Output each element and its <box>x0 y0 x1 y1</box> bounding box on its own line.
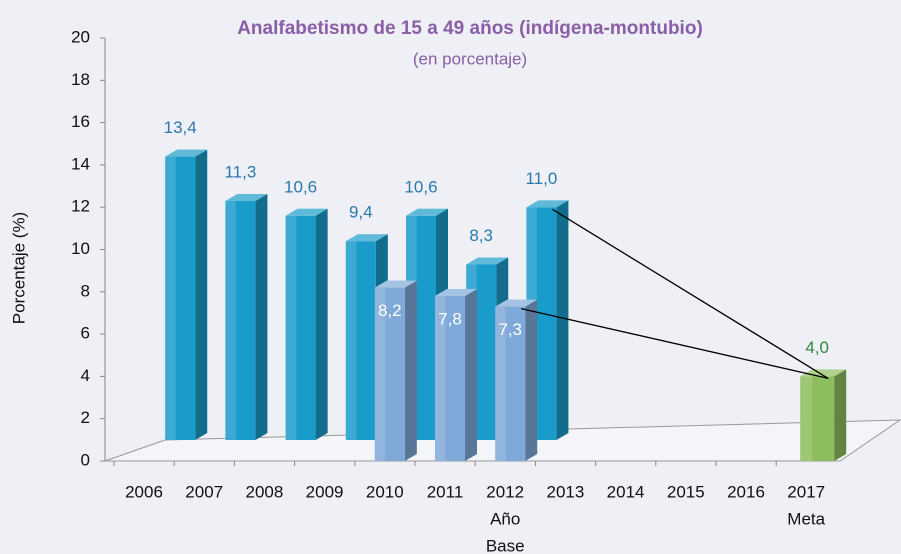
bar-side <box>465 289 477 461</box>
bar-top <box>495 299 538 307</box>
chart-title: Analfabetismo de 15 a 49 años (indígena-… <box>237 18 703 39</box>
x-tick-label: 2011 <box>427 482 464 501</box>
bar-side-shade <box>404 280 417 461</box>
bar-top-shade <box>406 208 448 216</box>
bar-side-shade <box>315 208 328 440</box>
value-label: 4,0 <box>805 338 829 357</box>
x-tick-label: Base <box>486 536 525 554</box>
bar-side-shade <box>525 299 538 461</box>
bar-side-shade <box>556 200 569 440</box>
bar-shade <box>374 287 386 461</box>
y-tick-label: 20 <box>71 27 90 46</box>
x-tick-label: Meta <box>787 509 825 528</box>
bar <box>495 306 526 461</box>
bar-side <box>834 369 847 461</box>
bar-top <box>285 208 328 216</box>
value-label: 10,6 <box>404 177 437 196</box>
bar-shade <box>225 201 236 440</box>
y-tick-label: 10 <box>71 239 90 258</box>
bar <box>225 201 256 440</box>
value-label: 7,3 <box>498 320 522 339</box>
bar-side-shade <box>834 369 847 461</box>
bar-top-shade <box>165 149 208 157</box>
bar-side <box>195 149 208 440</box>
bar-shade <box>495 306 506 461</box>
bar-side-shade <box>465 289 477 461</box>
bar-side <box>404 280 417 461</box>
x-tick-label: 2012 <box>486 482 524 501</box>
bar-top-shade <box>285 208 328 216</box>
bar-shade <box>285 215 297 440</box>
bar-top-shade <box>466 257 509 265</box>
y-tick-label: 4 <box>81 366 90 385</box>
x-tick-label: 2008 <box>245 482 283 501</box>
bar <box>285 215 316 440</box>
bar-side-shade <box>195 149 208 440</box>
value-label: 11,3 <box>224 162 256 181</box>
trend-line <box>552 208 829 379</box>
x-tick-label: 2006 <box>125 482 163 501</box>
bar-shade <box>800 376 813 461</box>
y-tick-label: 6 <box>81 324 90 343</box>
bar-side <box>255 194 268 440</box>
bar-top <box>406 208 448 216</box>
x-tick-label: 2007 <box>185 482 223 501</box>
x-tick-label: 2015 <box>667 482 705 501</box>
bar <box>345 241 376 440</box>
y-tick-label: 18 <box>71 70 90 89</box>
y-tick-label: 0 <box>81 450 90 469</box>
value-label: 8,2 <box>378 301 402 320</box>
y-axis-label: Porcentaje (%) <box>9 212 28 324</box>
value-label: 11,0 <box>525 169 557 188</box>
bar-top-shade <box>495 299 538 307</box>
x-tick-label: 2014 <box>607 482 645 501</box>
bar-top-shade <box>374 280 417 288</box>
bar <box>374 287 405 461</box>
bar-top <box>165 149 208 157</box>
x-tick-label: Año <box>490 509 520 528</box>
bar-top <box>435 289 477 297</box>
bar-top <box>466 257 509 265</box>
y-tick-label: 14 <box>71 154 90 173</box>
y-tick-label: 2 <box>81 408 90 427</box>
x-tick-label: 2009 <box>306 482 344 501</box>
bar <box>435 296 465 461</box>
chart-subtitle: (en porcentaje) <box>413 49 527 68</box>
bar-top <box>345 234 388 242</box>
bar-shade <box>435 296 446 461</box>
bar <box>800 376 835 461</box>
x-tick-label: 2010 <box>366 482 404 501</box>
bar-side <box>525 299 538 461</box>
y-tick-label: 12 <box>71 197 90 216</box>
bar-side-shade <box>255 194 268 440</box>
x-tick-label: 2016 <box>727 482 765 501</box>
bar-top-shade <box>345 234 388 242</box>
bar-top-shade <box>526 200 569 208</box>
bar-side <box>556 200 569 440</box>
value-label: 8,3 <box>469 226 493 245</box>
value-label: 7,8 <box>438 310 462 329</box>
y-tick-label: 8 <box>81 281 90 300</box>
bar-top-shade <box>225 194 268 202</box>
bar <box>165 156 196 440</box>
bar-shade <box>165 156 176 440</box>
bar-shade <box>345 241 357 440</box>
value-label: 10,6 <box>284 177 317 196</box>
bar-top <box>374 280 417 288</box>
value-label: 13,4 <box>164 118 197 137</box>
bar-top <box>225 194 268 202</box>
value-label: 9,4 <box>349 203 373 222</box>
x-tick-label: 2017 <box>787 482 825 501</box>
x-tick-label: 2013 <box>546 482 584 501</box>
bar-side <box>315 208 328 440</box>
bar-top-shade <box>435 289 477 297</box>
y-tick-label: 16 <box>71 112 90 131</box>
trend-line <box>521 307 829 380</box>
bar-top <box>526 200 569 208</box>
